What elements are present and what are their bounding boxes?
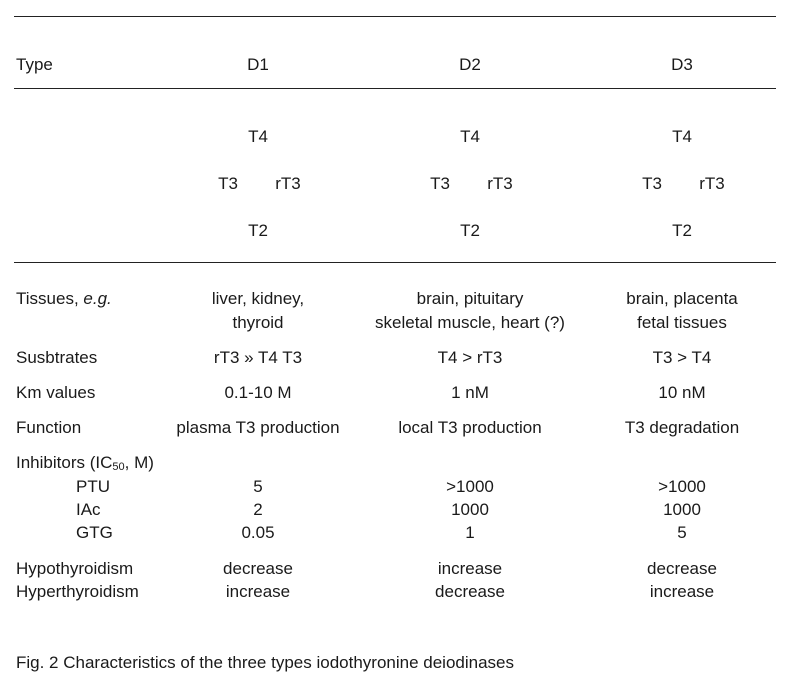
substrates-label: Susbtrates: [16, 348, 98, 367]
header-d3: D3: [671, 55, 693, 74]
hyperthyroidism-cell: increase: [225, 582, 291, 601]
header-d1: D1: [247, 55, 269, 74]
km-cell: 10 nM: [658, 383, 706, 402]
substrates-cell: rT3 » T4 T3: [213, 348, 303, 367]
hypothyroidism-cell: increase: [437, 559, 503, 578]
hypothyroidism-label: Hypothyroidism: [16, 559, 134, 578]
header-d2: D2: [459, 55, 481, 74]
km-cell: 0.1-10 M: [224, 383, 292, 402]
inhibitor-cell: 0.05: [241, 523, 275, 542]
scheme-t2: T2: [248, 221, 268, 240]
top-rule: [14, 16, 776, 17]
inhibitor-name: IAc: [76, 500, 101, 519]
substrates-cell: T3 > T4: [652, 348, 712, 367]
scheme-rt3: rT3: [699, 174, 725, 193]
hypothyroidism-cell: decrease: [647, 559, 717, 578]
function-cell: plasma T3 production: [176, 418, 340, 437]
tissues-cell: liver, kidney,: [211, 289, 305, 308]
inhibitor-cell: 2: [253, 500, 263, 519]
tissues-cell: fetal tissues: [637, 313, 727, 332]
hyperthyroidism-cell: decrease: [435, 582, 505, 601]
hypothyroidism-cell: decrease: [223, 559, 293, 578]
inhibitor-name: PTU: [76, 477, 110, 496]
tissues-cell: brain, pituitary: [416, 289, 524, 308]
substrates-cell: T4 > rT3: [437, 348, 503, 367]
hyperthyroidism-cell: increase: [649, 582, 715, 601]
function-cell: local T3 production: [398, 418, 542, 437]
inhibitors-label: Inhibitors (IC50, M): [16, 453, 154, 473]
scheme-rule: [14, 262, 776, 263]
inhibitor-cell: 1000: [451, 500, 489, 519]
inhibitor-name: GTG: [76, 523, 113, 542]
scheme-t2: T2: [460, 221, 480, 240]
inhibitor-cell: 1: [465, 523, 475, 542]
scheme-rt3: rT3: [487, 174, 513, 193]
header-type: Type: [16, 55, 53, 74]
header-rule: [14, 88, 776, 89]
tissues-cell: brain, placenta: [626, 289, 738, 308]
inhibitor-cell: >1000: [658, 477, 706, 496]
tissues-cell: thyroid: [232, 313, 284, 332]
scheme-t4: T4: [460, 127, 480, 146]
scheme-t3: T3: [430, 174, 450, 193]
tissues-cell: skeletal muscle, heart (?): [375, 313, 565, 332]
km-cell: 1 nM: [451, 383, 489, 402]
function-label: Function: [16, 418, 82, 437]
inhibitor-cell: 5: [253, 477, 263, 496]
hyperthyroidism-label: Hyperthyroidism: [16, 582, 139, 601]
km-label: Km values: [16, 383, 96, 402]
inhibitor-cell: 5: [677, 523, 687, 542]
tissues-label: Tissues, e.g.: [16, 289, 112, 308]
scheme-t3: T3: [218, 174, 238, 193]
scheme-t4: T4: [248, 127, 268, 146]
function-cell: T3 degradation: [624, 418, 740, 437]
inhibitor-cell: >1000: [446, 477, 494, 496]
scheme-rt3: rT3: [275, 174, 301, 193]
inhibitor-cell: 1000: [663, 500, 701, 519]
scheme-t4: T4: [672, 127, 692, 146]
scheme-t2: T2: [672, 221, 692, 240]
scheme-t3: T3: [642, 174, 662, 193]
figure-caption: Fig. 2 Characteristics of the three type…: [16, 653, 514, 672]
